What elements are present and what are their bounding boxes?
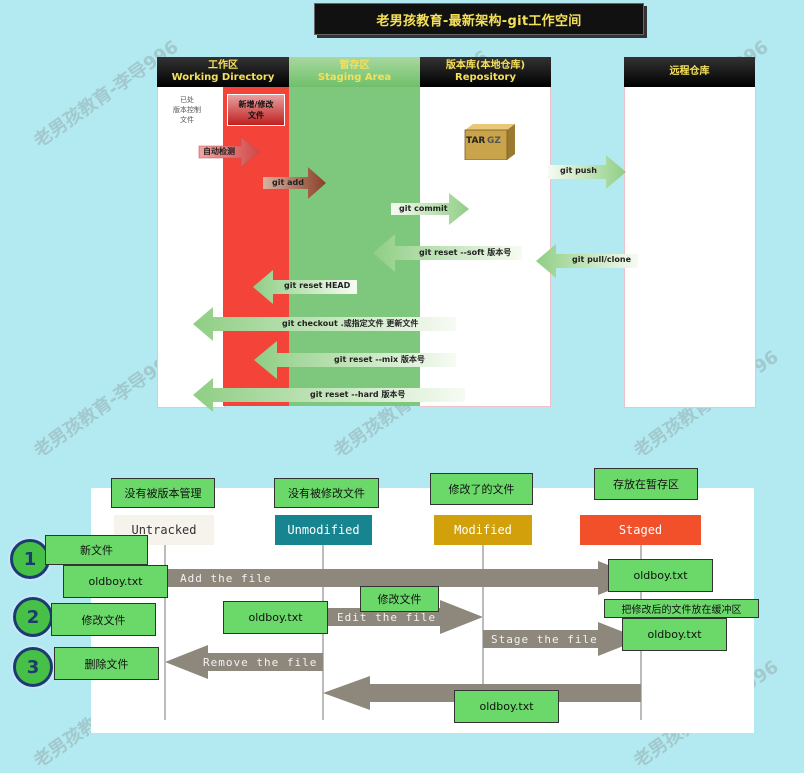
archive-icon: TAR GZ xyxy=(461,122,517,161)
archive-tar-label: TAR xyxy=(466,136,486,146)
remote-column-area xyxy=(624,86,756,408)
working-header-en: Working Directory xyxy=(171,72,275,83)
untracked-description: 没有被版本管理 xyxy=(111,478,215,508)
working-header-zh: 工作区 xyxy=(208,60,238,71)
modified-state: Modified xyxy=(434,515,532,545)
remote-repository-header: 远程仓库 xyxy=(624,57,755,87)
file-label-staged-modified: oldboy.txt xyxy=(622,618,727,651)
git-reset-soft-arrow xyxy=(373,234,522,272)
file-label-unmodified: oldboy.txt xyxy=(223,601,328,634)
auto-detect-label: 自动检测 xyxy=(203,147,235,156)
repo-header-zh: 版本库(本地仓库) xyxy=(445,60,526,71)
git-reset-mix-label: git reset --mix 版本号 xyxy=(334,355,425,364)
staging-header-zh: 暂存区 xyxy=(339,60,370,71)
git-push-label: git push xyxy=(560,166,597,175)
step-delete-file-label: 删除文件 xyxy=(54,647,159,680)
add-the-file-label: Add the file xyxy=(180,572,272,585)
step-1-badge: 1 xyxy=(10,539,50,579)
git-reset-mix-arrow xyxy=(254,341,456,379)
git-reset-head-label: git reset HEAD xyxy=(284,281,351,290)
stage-the-file-arrow xyxy=(483,622,641,656)
staging-area-header: 暂存区 Staging Area xyxy=(289,57,420,87)
workflow-arrows xyxy=(193,136,638,412)
remote-header-zh: 远程仓库 xyxy=(669,66,710,77)
unmodified-state: Unmodified xyxy=(275,515,372,545)
add-the-file-arrow xyxy=(165,561,641,595)
lifecycle-arrows xyxy=(164,545,642,720)
step-2-badge: 2 xyxy=(13,597,53,637)
page-title: 老男孩教育-最新架构-git工作空间 xyxy=(314,3,644,35)
git-checkout-label: git checkout .或指定文件 更新文件 xyxy=(282,319,419,328)
git-pull-clone-arrow xyxy=(536,244,638,278)
staged-state: Staged xyxy=(580,515,701,545)
git-commit-label: git commit xyxy=(399,204,448,213)
remove-the-file-label: Remove the file xyxy=(203,656,318,669)
working-red-lane xyxy=(223,86,289,406)
step-3-badge: 3 xyxy=(13,647,53,687)
modify-file-note: 修改文件 xyxy=(360,586,439,612)
working-directory-header: 工作区 Working Directory xyxy=(157,57,289,87)
git-checkout-arrow xyxy=(193,307,456,341)
git-pull-clone-label: git pull/clone xyxy=(572,255,632,264)
modified-description: 修改了的文件 xyxy=(430,473,533,505)
stage-to-buffer-note: 把修改后的文件放在缓冲区 xyxy=(604,599,759,618)
staging-header-en: Staging Area xyxy=(317,72,392,83)
git-add-arrow xyxy=(263,167,326,199)
edit-the-file-label: Edit the file xyxy=(337,611,437,624)
git-add-label: git add xyxy=(272,178,304,187)
new-modified-file-box: 新增/修改 文件 xyxy=(227,94,285,126)
git-reset-hard-arrow xyxy=(193,378,465,412)
file-label-committed: oldboy.txt xyxy=(454,690,559,723)
git-reset-head-arrow xyxy=(253,270,357,304)
git-commit-arrow xyxy=(391,193,469,225)
stage-the-file-label: Stage the file xyxy=(491,633,598,646)
remove-the-file-arrow xyxy=(165,645,323,679)
tracked-files-note: 已处 版本控制 文件 xyxy=(173,96,201,124)
auto-detect-arrow xyxy=(198,136,261,168)
git-reset-soft-label: git reset --soft 版本号 xyxy=(419,248,512,257)
file-label-staged: oldboy.txt xyxy=(608,559,713,592)
archive-gz-label: GZ xyxy=(487,136,501,146)
unmodified-description: 没有被修改文件 xyxy=(274,478,379,508)
file-label-new: oldboy.txt xyxy=(63,565,168,598)
repo-header-en: Repository xyxy=(455,72,516,83)
git-reset-hard-label: git reset --hard 版本号 xyxy=(310,390,406,399)
step-modify-file-label: 修改文件 xyxy=(51,603,156,636)
working-column-area xyxy=(157,86,225,408)
staged-description: 存放在暂存区 xyxy=(594,468,698,500)
git-push-arrow xyxy=(548,155,626,189)
step-new-file-label: 新文件 xyxy=(45,535,148,565)
repository-header: 版本库(本地仓库) Repository xyxy=(420,57,551,87)
